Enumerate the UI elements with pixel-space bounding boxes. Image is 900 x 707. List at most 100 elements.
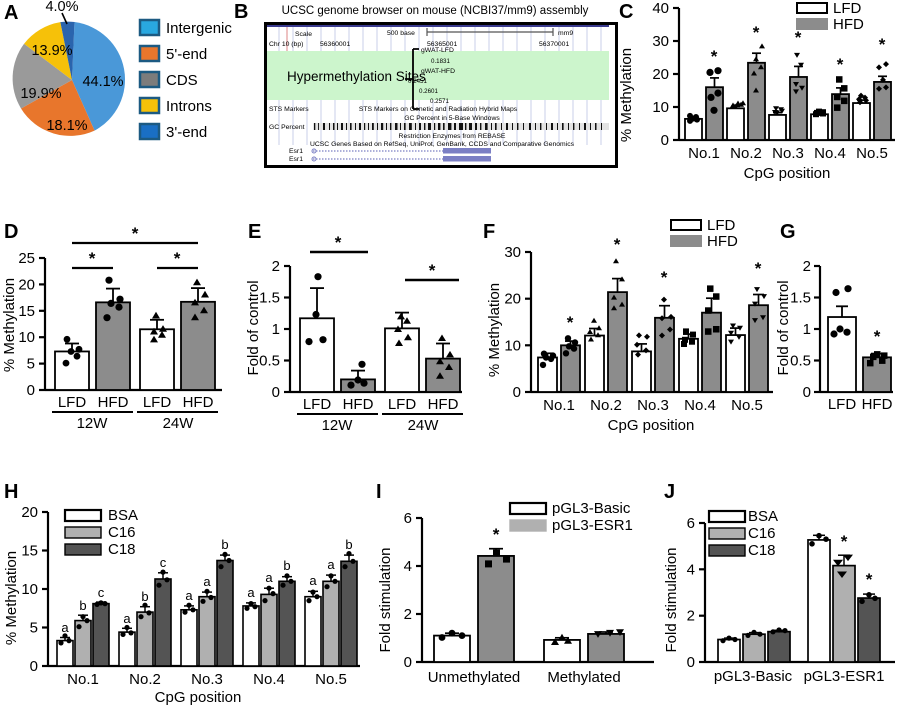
panel-d-chart: % Methylation 0 5 10 15 20 25 <box>1 224 222 432</box>
panel-c-xtick-1: No.1 <box>688 145 720 162</box>
letter-c18-no2: c <box>160 555 167 570</box>
panel-d-group-1: 12W <box>77 415 109 432</box>
bar-lfd-no2 <box>726 107 745 141</box>
panel-h-legend-bsa: BSA <box>108 507 138 524</box>
letter-c16-no2: b <box>141 589 148 604</box>
panel-j-label: J <box>664 481 676 503</box>
panel-j-ytick-2: 4 <box>687 561 695 578</box>
hypermethylation-highlight-band <box>267 51 609 100</box>
panel-g: G Fold of control 0 0.5 1 1.5 2 * LFD HF… <box>775 200 900 435</box>
panel-f-legend-hfd: HFD <box>707 233 738 250</box>
panel-c-ylabel: % Methylation <box>618 48 635 142</box>
bar-hfd-no2 <box>607 291 628 393</box>
panel-f-bars <box>537 291 769 393</box>
bar-esr1-unmeth <box>477 555 515 663</box>
bar-bsa-no5 <box>304 595 322 667</box>
panel-h-legend-c18: C18 <box>108 541 136 558</box>
panel-g-bars <box>827 316 892 393</box>
hypermethylation-sites-label: Hypermethylation Sites <box>287 69 426 84</box>
panel-h: H % Methylation 0 5 10 15 20 <box>0 470 370 707</box>
letter-c18-no4: b <box>283 558 290 573</box>
panel-g-ylabel: Fold of control <box>775 280 792 375</box>
panel-e-xtick-2: HFD <box>343 396 374 413</box>
track-value-gwat-lfd: 0.1831 <box>431 58 450 65</box>
track-value-4: 0.2571 <box>430 98 449 105</box>
panel-f-legend: LFD HFD <box>670 217 738 250</box>
panel-d-bracket-star-3: * <box>174 249 181 268</box>
bar-bsa-esr1 <box>807 539 831 663</box>
panel-j: J Fold stimulation 0 2 4 6 <box>660 470 900 707</box>
panel-a-pie-chart: 4.0% 44.1% 18.1% 19.9% 13.9% Intergenic … <box>12 0 232 141</box>
panel-f-ytick-3: 30 <box>504 244 521 261</box>
panel-i-star-esr1-unmeth: * <box>493 525 500 544</box>
panel-d-ytick-2: 10 <box>18 329 35 346</box>
star-no1: * <box>711 47 718 66</box>
panel-a-label: A <box>4 2 19 24</box>
panel-h-ytick-1: 5 <box>30 620 38 637</box>
gc-percent-track <box>313 123 609 130</box>
panel-g-chart: Fold of control 0 0.5 1 1.5 2 * LFD HFD <box>775 258 893 413</box>
panel-f-significance: * * * * <box>567 235 762 332</box>
panel-f-star-no1: * <box>567 313 574 332</box>
panel-e-label: E <box>248 221 262 243</box>
letter-c18-no3: b <box>221 537 228 552</box>
panel-h-legend-c16: C16 <box>108 524 136 541</box>
panel-e-ytick-4: 2 <box>272 258 280 275</box>
panel-e-xtick-4: HFD <box>428 396 459 413</box>
panel-e-bars <box>299 317 461 393</box>
bar-esr1-meth <box>587 633 625 663</box>
panel-e-brackets <box>310 250 459 282</box>
panel-c-ytick-2: 20 <box>652 66 669 83</box>
panel-d-ytick-0: 0 <box>27 382 35 399</box>
bar-c16-no3 <box>198 595 216 667</box>
pie-label-3end: 4.0% <box>45 0 78 15</box>
panel-i-ylabel: Fold stimulation <box>377 547 394 652</box>
panel-h-ytick-0: 0 <box>30 658 38 675</box>
panel-f-chart: % Methylation 0 10 20 30 <box>486 217 773 434</box>
panel-c: C % Methylation 0 10 20 30 40 <box>617 0 900 190</box>
panel-f-ytick-1: 10 <box>504 337 521 354</box>
pie-label-5end: 18.1% <box>46 118 87 134</box>
panel-d-ytick-4: 20 <box>18 276 35 293</box>
panel-c-xlabel: CpG position <box>744 165 831 182</box>
panel-f-xtick-4: No.4 <box>684 397 716 414</box>
panel-e-bracket-star-1: * <box>335 233 342 252</box>
genome-browser-frame: Scale Chr 10 (bp) 500 base mm9 56360001 … <box>264 22 618 168</box>
letter-bsa-no5: a <box>309 573 317 588</box>
panel-e: E Fold of control 0 0.5 1 1.5 2 <box>240 200 475 435</box>
letter-bsa-no1: a <box>61 620 69 635</box>
legend-item-intergenic: Intergenic <box>138 18 232 37</box>
panel-e-group-2: 24W <box>408 417 440 434</box>
rebase-title: Restriction Enzymes from REBASE <box>399 133 506 140</box>
panel-b-label: B <box>234 1 249 23</box>
panel-i: I Fold stimulation 0 2 4 6 <box>372 470 664 707</box>
bar-hfd-12w <box>95 301 131 391</box>
bar-hfd-no2 <box>747 61 766 141</box>
panel-i-errorbars <box>445 547 613 640</box>
bar-c16-no4 <box>260 593 278 667</box>
bar-c18-no3 <box>216 559 234 667</box>
genome-browser-canvas: Scale Chr 10 (bp) 500 base mm9 56360001 … <box>267 25 609 163</box>
panel-d-datapoints <box>62 276 209 367</box>
legend-item-3end: 3'-end <box>138 122 207 141</box>
panel-h-xlabel: CpG position <box>155 689 242 706</box>
panel-d-ytick-5: 25 <box>18 250 35 267</box>
panel-j-legend: BSA C16 C18 <box>707 508 778 559</box>
panel-h-datapoints <box>58 551 356 646</box>
panel-d-ylabel: % Methylation <box>1 278 18 372</box>
letter-bsa-no3: a <box>185 588 193 603</box>
panel-g-ytick-0: 0 <box>803 384 811 401</box>
bar-lfd-no3 <box>631 350 652 393</box>
pie-slice-introns <box>24 22 72 81</box>
letter-c16-no3: a <box>203 574 211 589</box>
pie-label-introns: 13.9% <box>31 43 72 59</box>
panel-f-xtick-1: No.1 <box>543 397 575 414</box>
gene-track-2 <box>311 156 491 162</box>
track-name-gwat-hfd: gWAT-HFD <box>421 68 455 75</box>
legend-label-introns: Introns <box>166 98 212 115</box>
panel-c-datapoints <box>687 43 889 124</box>
bar-lfd-12w <box>54 350 90 391</box>
panel-f-ytick-2: 20 <box>504 291 521 308</box>
panel-g-star-hfd: * <box>874 327 881 346</box>
legend-label-cds: CDS <box>166 72 198 89</box>
